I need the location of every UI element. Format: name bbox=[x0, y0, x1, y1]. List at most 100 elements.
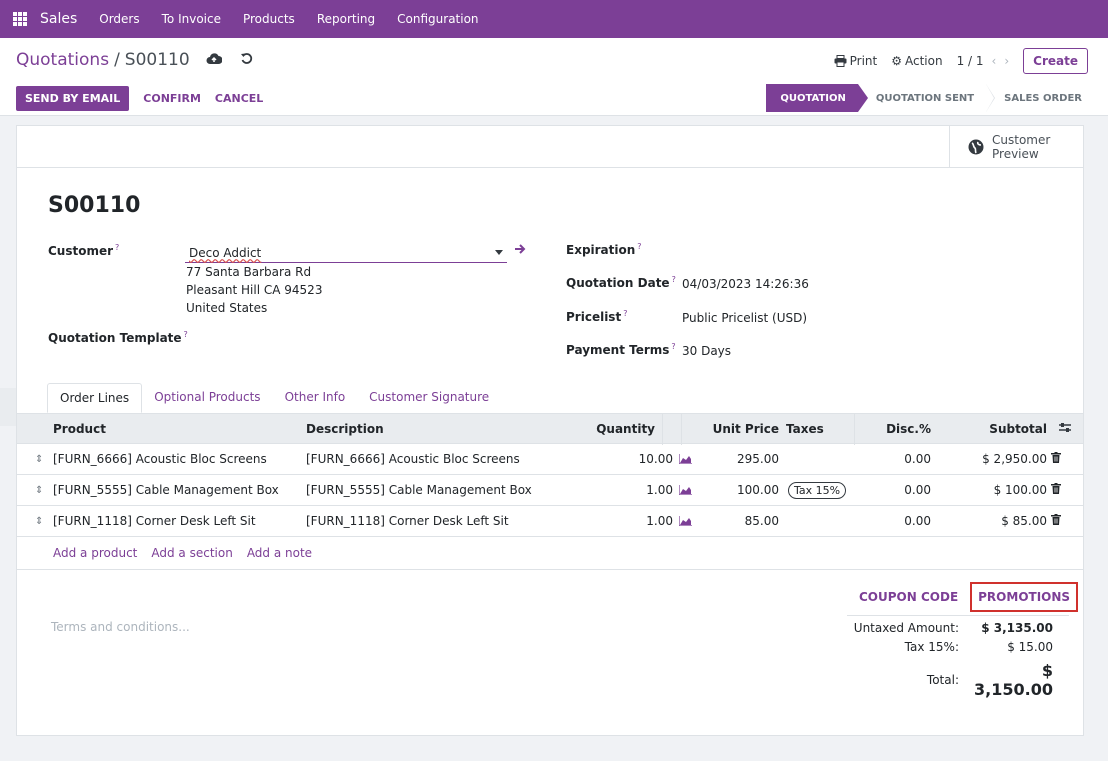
trash-icon[interactable] bbox=[1051, 452, 1061, 466]
cancel-button[interactable]: CANCEL bbox=[214, 92, 264, 105]
help-icon[interactable]: ? bbox=[115, 243, 120, 252]
cloud-upload-icon[interactable] bbox=[206, 52, 223, 69]
col-description[interactable]: Description bbox=[306, 421, 384, 436]
pricelist-label: Pricelist? bbox=[566, 309, 628, 324]
drag-handle-icon[interactable]: ⇕ bbox=[35, 515, 44, 527]
tab-other-info[interactable]: Other Info bbox=[284, 390, 346, 404]
stage-sales-order[interactable]: SALES ORDER bbox=[986, 84, 1094, 112]
pricelist-value[interactable]: Public Pricelist (USD) bbox=[682, 311, 808, 325]
breadcrumb-quotations[interactable]: Quotations bbox=[16, 50, 110, 70]
menu-reporting[interactable]: Reporting bbox=[316, 12, 376, 26]
forecast-chart-icon[interactable] bbox=[675, 514, 692, 528]
col-taxes[interactable]: Taxes bbox=[786, 421, 824, 436]
tax-badge[interactable]: Tax 15% bbox=[788, 481, 847, 499]
row-unit-price[interactable]: 85.00 bbox=[744, 514, 779, 528]
row-disc[interactable]: 0.00 bbox=[904, 483, 931, 497]
chevron-right-icon[interactable]: › bbox=[1004, 54, 1010, 68]
action-label: Action bbox=[904, 54, 943, 68]
row-product[interactable]: [FURN_1118] Corner Desk Left Sit bbox=[53, 514, 256, 528]
action-button[interactable]: ⚙ Action bbox=[891, 54, 942, 68]
tax-row: Tax 15%: $ 15.00 bbox=[847, 640, 1053, 654]
forecast-chart-icon[interactable] bbox=[675, 483, 692, 497]
create-button[interactable]: Create bbox=[1023, 48, 1088, 74]
row-description[interactable]: [FURN_1118] Corner Desk Left Sit bbox=[306, 514, 509, 528]
payment-terms-value[interactable]: 30 Days bbox=[682, 344, 732, 358]
tab-optional-products[interactable]: Optional Products bbox=[154, 390, 261, 404]
row-quantity[interactable]: 1.00 bbox=[646, 483, 673, 497]
menu-products[interactable]: Products bbox=[242, 12, 295, 26]
menu-to-invoice[interactable]: To Invoice bbox=[161, 12, 221, 26]
help-icon[interactable]: ? bbox=[637, 242, 642, 251]
row-description[interactable]: [FURN_6666] Acoustic Bloc Screens bbox=[306, 452, 520, 466]
table-row[interactable]: ⇕ [FURN_1118] Corner Desk Left Sit [FURN… bbox=[17, 506, 1083, 537]
internal-link-arrow-icon[interactable] bbox=[514, 243, 526, 258]
order-lines-table: Product Description Quantity Unit Price … bbox=[17, 413, 1083, 537]
promotions-button[interactable]: PROMOTIONS bbox=[970, 582, 1079, 612]
table-row[interactable]: ⇕ [FURN_6666] Acoustic Bloc Screens [FUR… bbox=[17, 444, 1083, 475]
help-icon[interactable]: ? bbox=[671, 275, 676, 284]
col-unit-price[interactable]: Unit Price bbox=[712, 421, 779, 436]
status-bar: QUOTATION QUOTATION SENT SALES ORDER bbox=[766, 84, 1094, 112]
customer-field[interactable]: Deco Addict bbox=[185, 243, 507, 263]
add-note-link[interactable]: Add a note bbox=[246, 546, 313, 560]
add-section-link[interactable]: Add a section bbox=[151, 546, 233, 560]
row-unit-price[interactable]: 295.00 bbox=[737, 452, 779, 466]
address-line-2: Pleasant Hill CA 94523 bbox=[186, 283, 323, 297]
row-subtotal: $ 2,950.00 bbox=[982, 452, 1047, 466]
row-disc[interactable]: 0.00 bbox=[904, 452, 931, 466]
quotation-date-value[interactable]: 04/03/2023 14:26:36 bbox=[682, 277, 809, 291]
forecast-chart-icon[interactable] bbox=[675, 452, 692, 466]
print-icon bbox=[834, 55, 847, 67]
pager-value[interactable]: 1 / 1 bbox=[956, 54, 984, 68]
drag-handle-icon[interactable]: ⇕ bbox=[35, 453, 44, 465]
help-icon[interactable]: ? bbox=[183, 330, 188, 339]
untaxed-amount-row: Untaxed Amount: $ 3,135.00 bbox=[847, 621, 1053, 635]
customer-preview-button[interactable]: Customer Preview bbox=[949, 126, 1083, 168]
trash-icon[interactable] bbox=[1051, 514, 1061, 528]
col-subtotal[interactable]: Subtotal bbox=[989, 421, 1047, 436]
untaxed-value: $ 3,135.00 bbox=[981, 621, 1053, 635]
tab-order-lines[interactable]: Order Lines bbox=[47, 383, 143, 413]
stage-quotation[interactable]: QUOTATION bbox=[766, 84, 868, 112]
row-disc[interactable]: 0.00 bbox=[904, 514, 931, 528]
chevron-down-icon[interactable] bbox=[495, 250, 503, 255]
terms-and-conditions-field[interactable]: Terms and conditions... bbox=[51, 620, 190, 634]
col-product[interactable]: Product bbox=[53, 421, 106, 436]
menu-orders[interactable]: Orders bbox=[99, 12, 140, 26]
row-description[interactable]: [FURN_5555] Cable Management Box bbox=[306, 483, 532, 497]
row-quantity[interactable]: 10.00 bbox=[638, 452, 673, 466]
send-by-email-button[interactable]: SEND BY EMAIL bbox=[16, 86, 130, 111]
confirm-button[interactable]: CONFIRM bbox=[143, 92, 201, 105]
coupon-code-button[interactable]: COUPON CODE bbox=[859, 590, 959, 604]
row-product[interactable]: [FURN_6666] Acoustic Bloc Screens bbox=[53, 452, 267, 466]
tab-customer-signature[interactable]: Customer Signature bbox=[369, 390, 490, 404]
chatter-toggle[interactable] bbox=[0, 388, 16, 426]
customer-preview-line1: Customer bbox=[992, 133, 1051, 147]
breadcrumb-separator: / bbox=[114, 50, 120, 70]
totals-divider bbox=[847, 615, 1069, 616]
help-icon[interactable]: ? bbox=[671, 342, 676, 351]
row-product[interactable]: [FURN_5555] Cable Management Box bbox=[53, 483, 279, 497]
col-quantity[interactable]: Quantity bbox=[596, 421, 655, 436]
trash-icon[interactable] bbox=[1051, 483, 1061, 497]
row-subtotal: $ 100.00 bbox=[993, 483, 1047, 497]
stage-quotation-sent[interactable]: QUOTATION SENT bbox=[857, 84, 996, 112]
add-product-link[interactable]: Add a product bbox=[53, 546, 138, 560]
top-navbar: Sales Orders To Invoice Products Reporti… bbox=[0, 0, 1108, 38]
tax-label: Tax 15%: bbox=[904, 640, 959, 654]
menu-configuration[interactable]: Configuration bbox=[397, 12, 479, 26]
col-disc[interactable]: Disc.% bbox=[886, 421, 931, 436]
chevron-left-icon[interactable]: ‹ bbox=[991, 54, 997, 68]
help-icon[interactable]: ? bbox=[623, 309, 628, 318]
optional-columns-icon[interactable] bbox=[1059, 422, 1071, 436]
app-brand[interactable]: Sales bbox=[40, 11, 78, 27]
row-quantity[interactable]: 1.00 bbox=[646, 514, 673, 528]
divider bbox=[17, 569, 1083, 570]
discard-undo-icon[interactable] bbox=[240, 52, 253, 69]
apps-menu-icon[interactable] bbox=[0, 0, 40, 38]
row-unit-price[interactable]: 100.00 bbox=[737, 483, 779, 497]
table-row[interactable]: ⇕ [FURN_5555] Cable Management Box [FURN… bbox=[17, 475, 1083, 506]
drag-handle-icon[interactable]: ⇕ bbox=[35, 484, 44, 496]
print-button[interactable]: Print bbox=[834, 54, 877, 68]
tax-value: $ 15.00 bbox=[1007, 640, 1053, 654]
